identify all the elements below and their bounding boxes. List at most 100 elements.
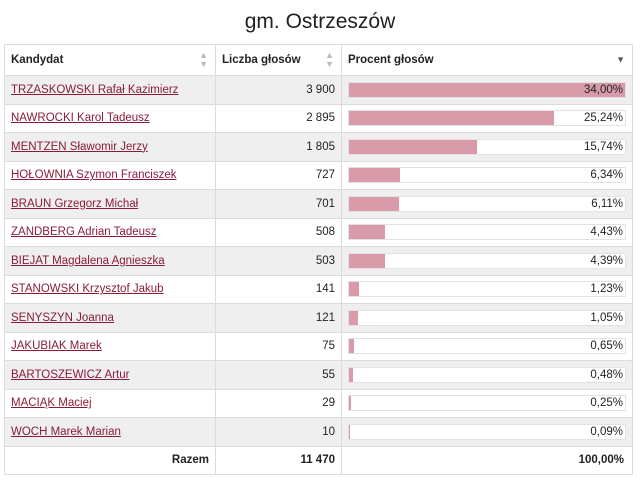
candidate-link[interactable]: SENYSZYN Joanna (11, 311, 114, 324)
percent-label: 0,09% (590, 425, 623, 438)
votes-cell: 55 (215, 360, 342, 390)
percent-cell: 0,09% (341, 417, 633, 447)
percent-bar-fill (349, 196, 399, 211)
percent-bar-track: 25,24% (348, 110, 626, 127)
column-header-percent[interactable]: Procent głosów ▼ (341, 44, 633, 76)
table-row: SENYSZYN Joanna 121 1,05% (4, 303, 633, 333)
percent-bar-fill (349, 253, 385, 268)
votes-cell: 1 805 (215, 132, 342, 162)
percent-bar-fill (349, 139, 477, 154)
votes-cell: 141 (215, 274, 342, 304)
percent-bar-track: 0,25% (348, 395, 626, 412)
percent-label: 4,43% (590, 226, 623, 239)
votes-cell: 10 (215, 417, 342, 447)
percent-bar-track: 15,74% (348, 138, 626, 155)
percent-bar-fill (349, 424, 350, 439)
column-header-votes-label: Liczba głosów (222, 54, 301, 66)
candidate-cell: NAWROCKI Karol Tadeusz (4, 103, 216, 133)
votes-cell: 29 (215, 388, 342, 418)
percent-bar-track: 6,34% (348, 167, 626, 184)
candidate-link[interactable]: NAWROCKI Karol Tadeusz (11, 112, 150, 125)
percent-bar-fill (349, 310, 358, 325)
percent-bar-track: 1,05% (348, 309, 626, 326)
candidate-cell: HOŁOWNIA Szymon Franciszek (4, 160, 216, 190)
percent-label: 4,39% (590, 254, 623, 267)
votes-cell: 75 (215, 331, 342, 361)
candidate-link[interactable]: ZANDBERG Adrian Tadeusz (11, 226, 157, 239)
percent-cell: 1,23% (341, 274, 633, 304)
percent-bar-track: 0,48% (348, 366, 626, 383)
table-row: BIEJAT Magdalena Agnieszka 503 4,39% (4, 246, 633, 276)
candidate-link[interactable]: BIEJAT Magdalena Agnieszka (11, 254, 165, 267)
percent-cell: 6,11% (341, 189, 633, 219)
candidate-link[interactable]: BRAUN Grzegorz Michał (11, 197, 139, 210)
candidate-link[interactable]: BARTOSZEWICZ Artur (11, 368, 130, 381)
total-votes: 11 470 (215, 445, 342, 475)
candidate-cell: WOCH Marek Marian (4, 417, 216, 447)
percent-label: 25,24% (583, 112, 623, 125)
candidate-cell: JAKUBIAK Marek (4, 331, 216, 361)
total-percent: 100,00% (341, 445, 633, 475)
table-header-row: Kandydat ▲ ▼ Liczba głosów ▲ ▼ Procent gło… (4, 44, 633, 76)
percent-bar-track: 4,43% (348, 224, 626, 241)
percent-cell: 15,74% (341, 132, 633, 162)
percent-bar-fill (349, 282, 359, 297)
sort-down-icon[interactable]: ▼ (616, 54, 625, 65)
votes-cell: 2 895 (215, 103, 342, 133)
percent-label: 6,11% (591, 197, 623, 210)
candidate-cell: MACIĄK Maciej (4, 388, 216, 418)
votes-cell: 727 (215, 160, 342, 190)
table-row: BRAUN Grzegorz Michał 701 6,11% (4, 189, 633, 219)
table-row: TRZASKOWSKI Rafał Kazimierz 3 900 34,00% (4, 75, 633, 105)
percent-cell: 6,34% (341, 160, 633, 190)
percent-cell: 4,39% (341, 246, 633, 276)
candidate-link[interactable]: JAKUBIAK Marek (11, 340, 102, 353)
percent-bar-fill (349, 339, 355, 354)
column-header-percent-label: Procent głosów (348, 54, 434, 66)
percent-bar-fill (349, 168, 401, 183)
percent-label: 0,65% (590, 340, 623, 353)
percent-label: 0,48% (590, 368, 623, 381)
percent-bar-track: 4,39% (348, 252, 626, 269)
sort-arrows-icon[interactable]: ▲ ▼ (325, 50, 334, 69)
table-row: BARTOSZEWICZ Artur 55 0,48% (4, 360, 633, 390)
candidate-cell: BRAUN Grzegorz Michał (4, 189, 216, 219)
table-row: STANOWSKI Krzysztof Jakub 141 1,23% (4, 274, 633, 304)
votes-cell: 508 (215, 217, 342, 247)
percent-bar-fill (349, 82, 625, 97)
candidate-cell: TRZASKOWSKI Rafał Kazimierz (4, 75, 216, 105)
percent-cell: 1,05% (341, 303, 633, 333)
percent-label: 1,23% (590, 283, 623, 296)
candidate-link[interactable]: WOCH Marek Marian (11, 425, 121, 438)
column-header-votes[interactable]: Liczba głosów ▲ ▼ (215, 44, 342, 76)
candidate-link[interactable]: MENTZEN Sławomir Jerzy (11, 140, 148, 153)
percent-cell: 4,43% (341, 217, 633, 247)
table-row: JAKUBIAK Marek 75 0,65% (4, 331, 633, 361)
table-row: WOCH Marek Marian 10 0,09% (4, 417, 633, 447)
candidate-cell: MENTZEN Sławomir Jerzy (4, 132, 216, 162)
column-header-candidate-label: Kandydat (11, 54, 64, 66)
candidate-link[interactable]: MACIĄK Maciej (11, 397, 92, 410)
sort-arrows-icon[interactable]: ▲ ▼ (199, 50, 208, 69)
candidate-cell: BIEJAT Magdalena Agnieszka (4, 246, 216, 276)
page-title: gm. Ostrzeszów (244, 10, 396, 33)
percent-bar-track: 1,23% (348, 281, 626, 298)
table-row: NAWROCKI Karol Tadeusz 2 895 25,24% (4, 103, 633, 133)
table-row: MENTZEN Sławomir Jerzy 1 805 15,74% (4, 132, 633, 162)
percent-bar-fill (349, 225, 385, 240)
candidate-link[interactable]: TRZASKOWSKI Rafał Kazimierz (11, 83, 179, 96)
percent-bar-track: 34,00% (348, 81, 626, 98)
percent-bar-track: 6,11% (348, 195, 626, 212)
candidate-link[interactable]: STANOWSKI Krzysztof Jakub (11, 283, 164, 296)
percent-cell: 34,00% (341, 75, 633, 105)
votes-cell: 3 900 (215, 75, 342, 105)
percent-label: 34,00% (583, 83, 623, 96)
percent-label: 0,25% (590, 397, 623, 410)
percent-label: 15,74% (583, 140, 623, 153)
column-header-candidate[interactable]: Kandydat ▲ ▼ (4, 44, 216, 76)
candidate-cell: ZANDBERG Adrian Tadeusz (4, 217, 216, 247)
percent-bar-fill (349, 396, 352, 411)
candidate-link[interactable]: HOŁOWNIA Szymon Franciszek (11, 169, 177, 182)
percent-cell: 25,24% (341, 103, 633, 133)
table-row: HOŁOWNIA Szymon Franciszek 727 6,34% (4, 160, 633, 190)
